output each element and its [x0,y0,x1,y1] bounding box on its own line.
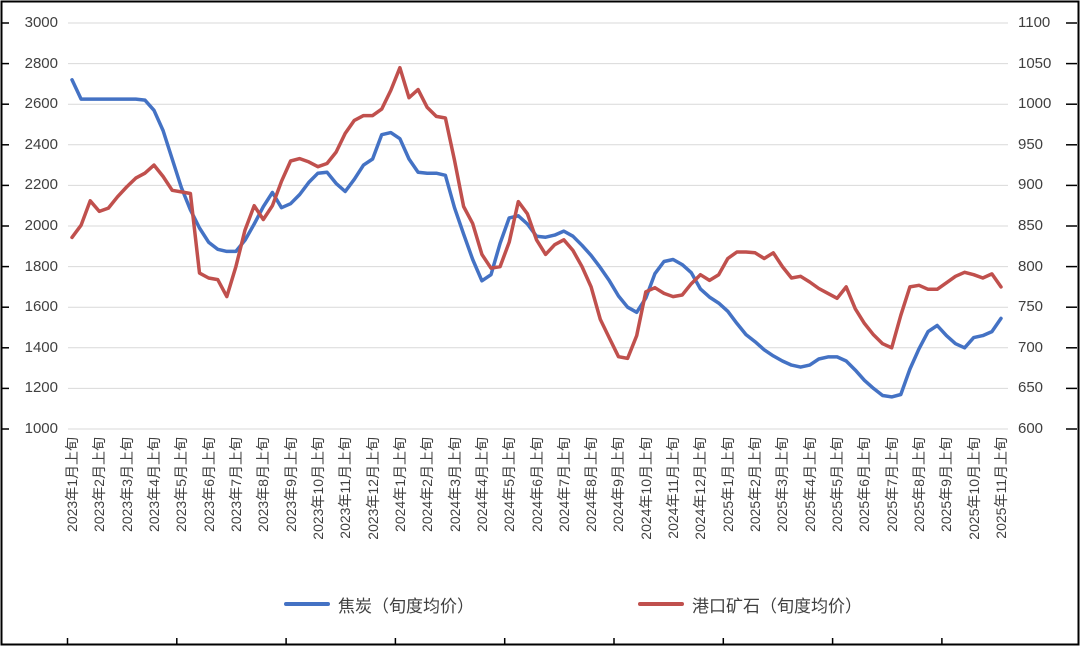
x-axis-tick-label: 2024年9月上旬 [610,437,627,532]
left-axis-tick-label: 1400 [24,338,58,356]
series-line-ore [70,65,1003,361]
x-axis-tick-label: 2024年3月上旬 [446,437,463,532]
x-axis-tick-label: 2024年2月上旬 [419,437,436,532]
x-axis-tick-label: 2025年11月上旬 [993,437,1009,539]
right-axis-tick-label: 1000 [1018,95,1052,113]
legend-label: 焦炭（旬度均价） [338,596,474,616]
x-axis-tick-label: 2025年5月上旬 [829,437,846,532]
x-axis-tick-label: 2024年8月上旬 [583,437,600,532]
x-axis-tick-label: 2025年7月上旬 [883,437,900,532]
right-axis-tick-label: 850 [1018,217,1044,234]
legend-swatch-icon [638,602,684,606]
left-axis-tick-label: 2800 [24,54,58,72]
x-axis-tick-label: 2024年12月上旬 [692,437,709,540]
x-axis-tick-label: 2024年10月上旬 [637,437,654,540]
x-axis-tick-label: 2023年2月上旬 [91,437,108,532]
chart-legend: 焦炭（旬度均价） 港口矿石（旬度均价） [0,588,1080,618]
left-axis-tick-label: 2400 [24,135,58,153]
x-axis-tick-label: 2024年7月上旬 [555,437,572,532]
x-axis-tick-label: 2024年5月上旬 [501,437,518,532]
x-axis-tick-label: 2025年10月上旬 [965,437,982,540]
x-axis-tick-label: 2025年3月上旬 [774,437,791,532]
x-axis-tick-label: 2023年11月上旬 [337,437,354,539]
left-axis-tick-label: 1800 [24,257,58,275]
x-axis-tick-label: 2024年4月上旬 [473,437,490,532]
x-axis-tick-label: 2023年12月上旬 [364,437,381,540]
right-axis-tick-label: 600 [1018,420,1044,437]
x-axis-tick-label: 2023年3月上旬 [118,437,135,532]
x-axis-tick-label: 2025年9月上旬 [938,437,955,532]
legend-label: 港口矿石（旬度均价） [692,596,862,616]
left-axis-tick-label: 1200 [24,379,58,397]
x-axis-tick-label: 2023年10月上旬 [309,437,326,540]
x-axis-tick-label: 2024年1月上旬 [391,437,408,532]
legend-item: 焦炭（旬度均价） [284,592,474,616]
x-axis-tick-label: 2024年6月上旬 [528,437,545,532]
legend-item: 港口矿石（旬度均价） [638,592,862,616]
right-axis-tick-label: 1050 [1018,54,1052,72]
left-axis-tick-label: 1000 [24,420,58,437]
x-axis-tick-label: 2025年6月上旬 [856,437,873,532]
x-axis-tick-label: 2023年5月上旬 [173,437,190,532]
x-axis-tick-label: 2025年4月上旬 [801,437,818,532]
right-axis-tick-label: 950 [1018,135,1044,153]
left-axis-tick-label: 2000 [24,217,58,234]
x-axis-tick-label: 2023年9月上旬 [282,437,299,532]
left-axis-tick-label: 1600 [24,298,58,316]
x-axis-tick-label: 2024年11月上旬 [665,437,682,539]
x-axis-tick-label: 2023年1月上旬 [64,437,80,532]
x-axis-tick-label: 2023年8月上旬 [255,437,272,532]
x-axis-tick-label: 2023年4月上旬 [145,437,162,532]
left-axis-tick-label: 2200 [24,176,58,194]
left-axis-tick-label: 3000 [24,14,58,31]
right-axis-tick-label: 700 [1018,338,1044,356]
x-axis-tick-label: 2025年2月上旬 [747,437,764,532]
right-axis-tick-label: 900 [1018,176,1044,194]
right-axis-tick-label: 1100 [1018,14,1051,31]
x-axis-tick-label: 2025年1月上旬 [719,437,736,532]
left-axis-tick-label: 2600 [24,95,58,113]
right-axis-tick-label: 800 [1018,257,1044,275]
x-axis-tick-label: 2023年6月上旬 [200,437,217,532]
x-axis-tick-label: 2025年8月上旬 [911,437,928,532]
x-axis-tick-label: 2023年7月上旬 [227,437,244,532]
right-axis-tick-label: 650 [1018,379,1044,397]
legend-swatch-icon [284,602,330,606]
right-axis-tick-label: 750 [1018,298,1044,316]
